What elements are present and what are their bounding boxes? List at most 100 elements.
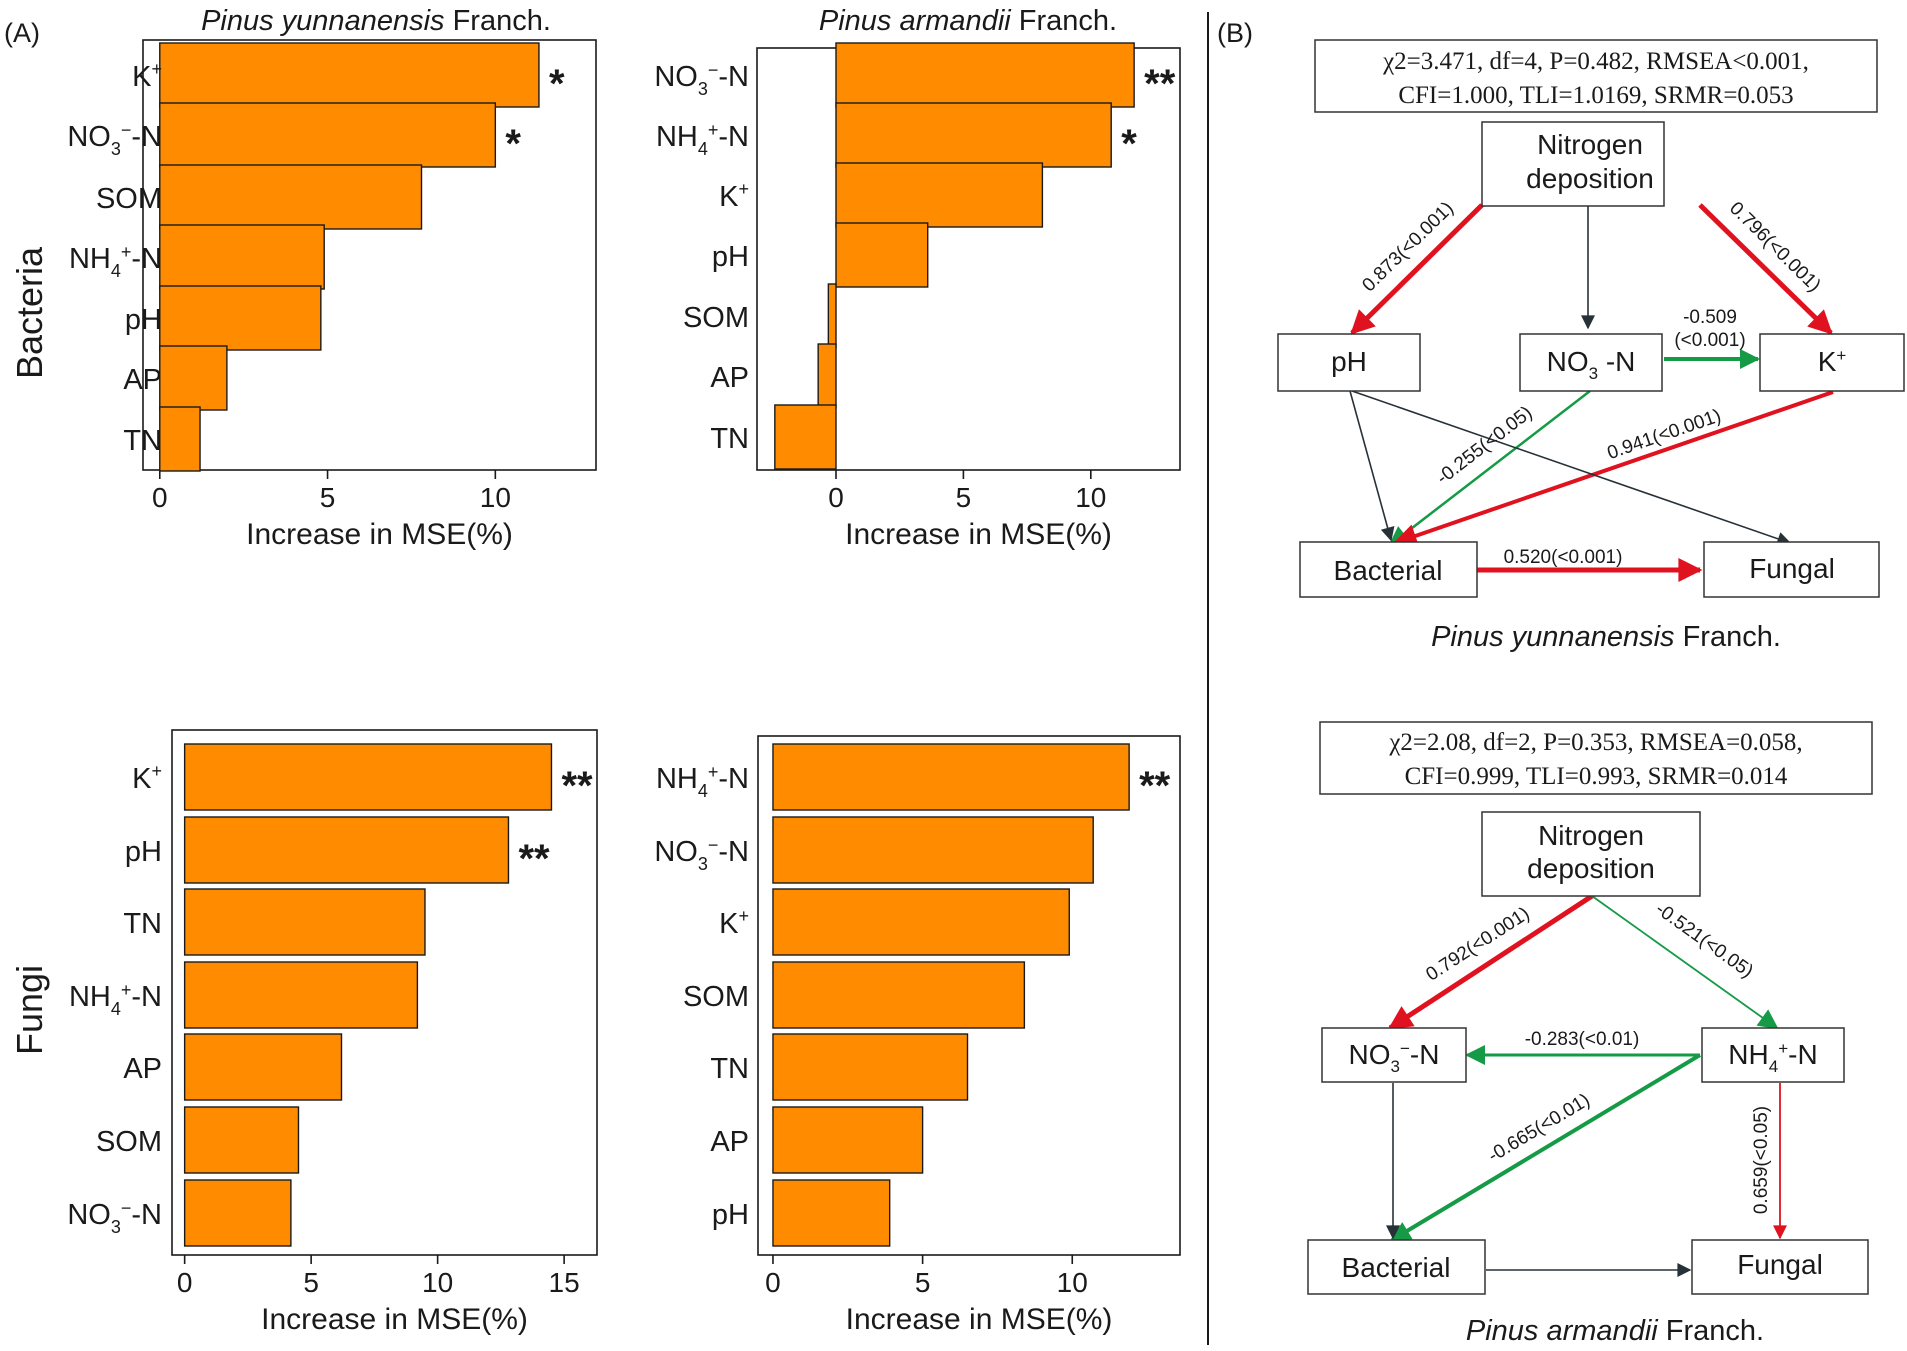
path-coef-label: -0.283(<0.01): [1525, 1029, 1640, 1050]
category-label: K+: [132, 761, 162, 795]
path-arrow: [1388, 390, 1591, 547]
path-arrow: [1698, 203, 1833, 335]
path-arrow: [1390, 1053, 1702, 1242]
bar: [183, 1033, 343, 1101]
bar: [817, 343, 837, 409]
significance-mark: **: [518, 837, 550, 881]
path-coef-label: -0.521(<0.05): [1651, 899, 1757, 983]
fit-stats-line2: CFI=1.000, TLI=1.0169, SRMR=0.053: [1398, 82, 1793, 109]
bar: [772, 888, 1070, 956]
path-arrow: [1387, 893, 1594, 1031]
bar: [835, 222, 929, 288]
bar: [159, 345, 228, 411]
x-tick-label: 10: [1075, 482, 1106, 513]
x-tick-label: 10: [422, 1267, 453, 1298]
node-label: deposition: [1527, 853, 1655, 884]
sem-diagram-armandii: χ2=2.08, df=2, P=0.353, RMSEA=0.058, CFI…: [1307, 721, 1873, 1347]
category-label: TN: [710, 1053, 749, 1085]
fit-stats-box: [1314, 39, 1878, 113]
category-label: NH4+-N: [656, 762, 749, 801]
category-label: NO3−-N: [654, 60, 749, 99]
node-label: Fungal: [1749, 553, 1835, 584]
category-label: pH: [125, 836, 162, 868]
bar: [772, 1033, 969, 1101]
node-no3: [1321, 1027, 1467, 1083]
category-label: pH: [712, 1199, 749, 1231]
fit-stats-line1: χ2=3.471, df=4, P=0.482, RMSEA<0.001,: [1382, 48, 1809, 75]
bar: [835, 102, 1112, 168]
category-label: SOM: [683, 302, 749, 334]
row-label-bacteria: Bacteria: [9, 246, 50, 379]
path-arrow: [1351, 390, 1792, 546]
x-tick-label: 15: [549, 1267, 580, 1298]
node-fungal: [1691, 1239, 1869, 1295]
category-label: NO3−-N: [67, 1198, 162, 1237]
path-arrow: [1591, 895, 1779, 1030]
category-label: AP: [710, 1126, 749, 1158]
bar: [772, 1179, 891, 1247]
node-label: Nitrogen: [1538, 820, 1644, 851]
node-nh4: [1701, 1027, 1845, 1083]
category-label: NO3−-N: [67, 120, 162, 159]
panel-label-b: (B): [1217, 18, 1253, 48]
category-label: TN: [710, 423, 749, 455]
sem-caption: Pinus armandii Franch.: [1466, 1315, 1764, 1347]
category-label: TN: [123, 425, 162, 457]
bar-chart-bacteria-armandii: NO3−-N ** NH4+-N * K+ pH SOM AP TN 0 5 10 Increase i…: [654, 42, 1181, 551]
node-label: Bacterial: [1334, 555, 1443, 586]
significance-mark: *: [505, 122, 521, 166]
fit-stats-line2: CFI=0.999, TLI=0.993, SRMR=0.014: [1405, 763, 1788, 790]
node-fungal: [1703, 541, 1880, 598]
sem-caption: Pinus yunnanensis Franch.: [1431, 621, 1781, 653]
sem-diagram-yunnanensis: χ2=3.471, df=4, P=0.482, RMSEA<0.001, CF…: [1277, 39, 1905, 653]
bar: [183, 743, 553, 811]
bar: [183, 961, 419, 1029]
x-axis-label: Increase in MSE(%): [845, 518, 1112, 551]
category-label: K+: [132, 59, 162, 93]
category-label: K+: [719, 179, 749, 213]
bar: [772, 816, 1094, 884]
path-arrow: [1392, 390, 1834, 548]
category-label: NH4+-N: [69, 980, 162, 1019]
significance-mark: **: [1144, 62, 1176, 106]
category-label: NH4+-N: [656, 120, 749, 159]
x-tick-label: 10: [1057, 1267, 1088, 1298]
bar: [183, 816, 510, 884]
bar: [774, 404, 837, 470]
node-bacterial: [1299, 541, 1478, 598]
significance-mark: *: [549, 62, 565, 106]
bar: [772, 743, 1130, 811]
category-label: SOM: [96, 1126, 162, 1158]
bar-chart-fungi-armandii: NH4+-N ** NO3−-N K+ SOM TN AP pH 0 5 10 Increase in…: [654, 735, 1181, 1336]
bar: [159, 406, 201, 472]
x-axis-label: Increase in MSE(%): [261, 1303, 528, 1336]
bar-chart-bacteria-yunnanensis: K+ * NO3−-N * SOM NH4+-N pH AP TN 0 5 10 Increase in…: [67, 39, 597, 551]
bar: [183, 888, 426, 956]
significance-mark: **: [561, 764, 593, 808]
x-axis-label: Increase in MSE(%): [246, 518, 513, 551]
bar: [772, 961, 1026, 1029]
plot-frame: [171, 729, 598, 1256]
category-label: NH4+-N: [69, 242, 162, 281]
plot-frame: [757, 735, 1181, 1256]
node-label: Fungal: [1737, 1249, 1823, 1280]
x-tick-label: 5: [956, 482, 972, 513]
bar: [835, 42, 1135, 108]
node-label: Bacterial: [1342, 1252, 1451, 1283]
category-label: SOM: [96, 183, 162, 215]
path-coef-label: (<0.001): [1674, 330, 1745, 351]
node-label: pH: [1331, 346, 1367, 377]
node-k: [1759, 333, 1905, 392]
chart-title-bact-yun: Pinus yunnanensis Franch.: [201, 5, 551, 37]
x-tick-label: 0: [177, 1267, 193, 1298]
node-nitrogen-deposition: [1481, 811, 1701, 897]
bar: [159, 102, 497, 168]
node-label: Nitrogen: [1537, 129, 1643, 160]
bar: [827, 283, 837, 349]
row-label-fungi: Fungi: [9, 965, 50, 1055]
node-label: deposition: [1526, 163, 1654, 194]
bar: [183, 1106, 300, 1174]
plot-frame: [142, 39, 597, 471]
bar-chart-fungi-yunnanensis: K+ ** pH ** TN NH4+-N AP SOM NO3−-N 0 5 10 15 Increas…: [67, 729, 598, 1336]
category-label: AP: [123, 364, 162, 396]
